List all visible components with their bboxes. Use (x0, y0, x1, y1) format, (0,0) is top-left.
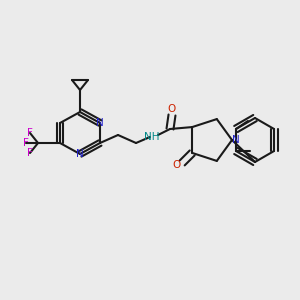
Text: F: F (23, 138, 29, 148)
Text: N: N (232, 135, 240, 145)
Text: N: N (76, 149, 84, 159)
Text: F: F (27, 128, 33, 138)
Text: F: F (27, 148, 33, 158)
Text: N: N (96, 118, 104, 128)
Text: O: O (172, 160, 180, 170)
Text: O: O (168, 104, 176, 114)
Text: NH: NH (144, 132, 160, 142)
